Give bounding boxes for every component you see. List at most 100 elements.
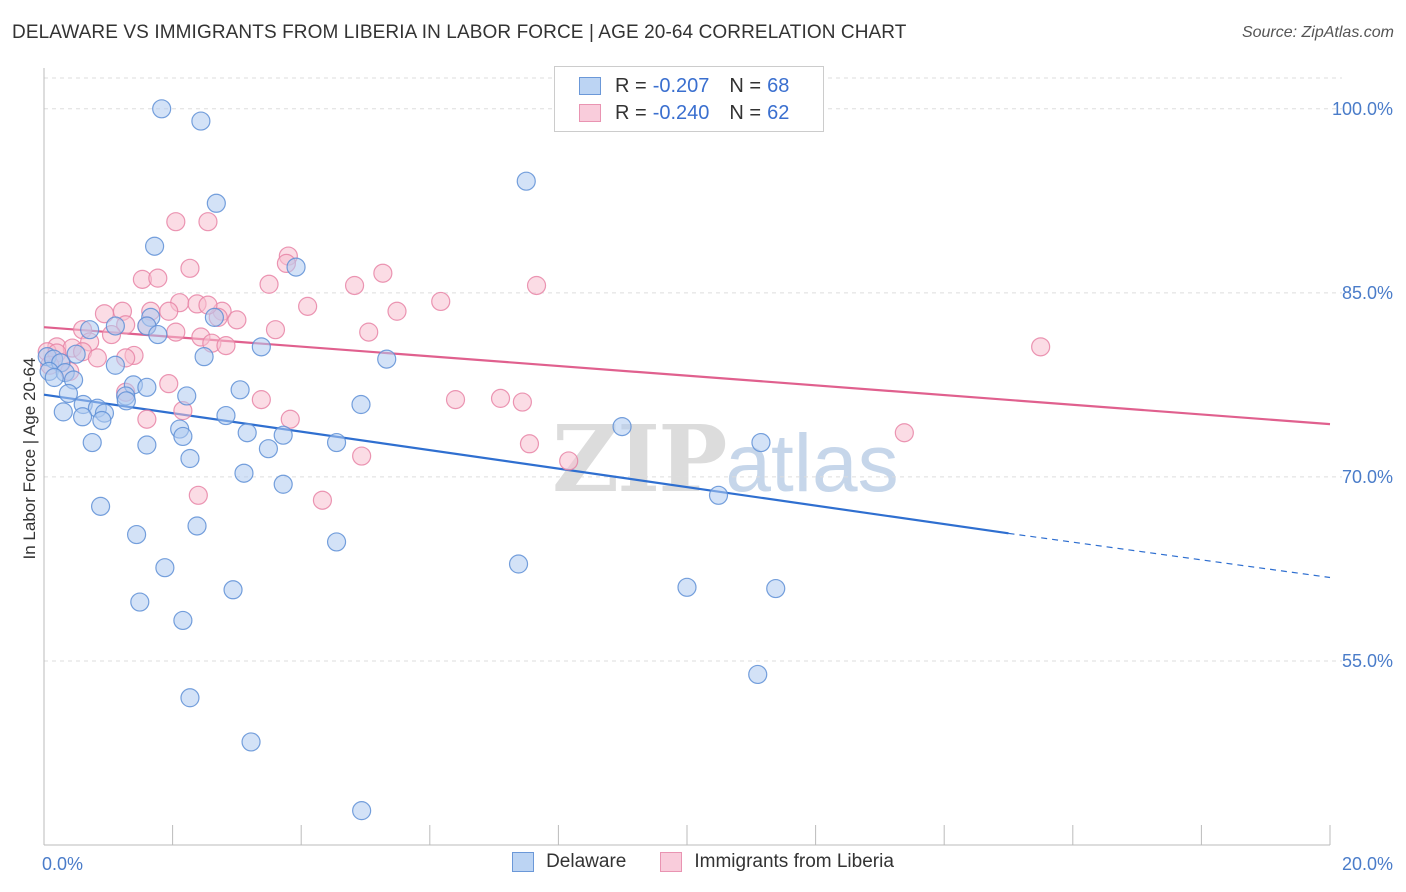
liberia-point-50 <box>490 388 511 408</box>
liberia-point-51 <box>512 392 532 412</box>
delaware-point-10 <box>80 320 100 340</box>
liberia-point-21 <box>227 310 247 330</box>
delaware-point-17 <box>377 349 397 369</box>
delaware-point-60 <box>223 580 243 600</box>
liberia-point-59 <box>188 485 208 505</box>
legend-liberia-swatch <box>660 852 683 872</box>
delaware-point-16 <box>194 347 214 367</box>
delaware-point-49 <box>180 448 200 469</box>
tick-labels: 55.0% 70.0% 85.0% 100.0% 0.0% 20.0% In Labor F… <box>20 99 1393 874</box>
delaware-point-34 <box>53 402 73 422</box>
axes <box>43 68 1331 846</box>
delaware-point-44 <box>82 432 102 453</box>
liberia-swatch <box>579 104 601 122</box>
delaware-point-13 <box>66 344 86 364</box>
delaware-point-39 <box>612 416 632 437</box>
delaware-point-65 <box>180 688 200 708</box>
delaware-point-32 <box>351 394 371 415</box>
liberia-point-57 <box>352 446 372 466</box>
liberia-n-label: N = <box>729 101 762 124</box>
delaware-point-62 <box>130 592 150 612</box>
liberia-trend-line <box>43 326 1331 426</box>
liberia-point-13 <box>431 291 451 312</box>
delaware-point-5 <box>286 257 306 277</box>
legend-item-delaware: Delaware <box>512 851 626 873</box>
legend-item-liberia: Immigrants from Liberia <box>660 851 894 873</box>
grid-lines <box>44 77 1342 662</box>
y-tick-label-85: 85.0% <box>1342 283 1393 303</box>
liberia-point-56 <box>519 434 540 454</box>
liberia-point-35 <box>216 336 236 356</box>
delaware-point-7 <box>204 307 224 327</box>
delaware-point-47 <box>751 432 771 453</box>
chart-title: DELAWARE VS IMMIGRANTS FROM LIBERIA IN L… <box>12 22 907 43</box>
delaware-point-58 <box>155 558 175 578</box>
delaware-point-53 <box>90 496 111 516</box>
liberia-point-55 <box>894 423 914 443</box>
liberia-point-49 <box>445 390 466 410</box>
delaware-point-3 <box>206 193 226 213</box>
liberia-point-36 <box>1031 337 1051 357</box>
liberia-point-14 <box>298 296 318 316</box>
x-tick-label-max: 20.0% <box>1342 854 1393 874</box>
delaware-point-38 <box>92 410 112 431</box>
delaware-point-48 <box>258 439 279 459</box>
delaware-point-0 <box>152 99 172 119</box>
liberia-n-value: 62 <box>767 101 790 124</box>
delaware-point-56 <box>326 532 347 552</box>
delaware-point-45 <box>137 435 157 455</box>
series-legend: Delaware Immigrants from Liberia <box>0 851 1406 873</box>
source-label: Source: ZipAtlas.com <box>1241 24 1394 41</box>
liberia-point-53 <box>280 409 300 429</box>
delaware-point-51 <box>273 474 293 494</box>
delaware-point-63 <box>173 610 193 631</box>
delaware-point-67 <box>352 801 372 821</box>
stats-legend: R = -0.207 N = 68 R = -0.240 N = 62 <box>554 66 824 132</box>
delaware-point-61 <box>766 578 786 599</box>
liberia-point-0 <box>166 212 186 232</box>
liberia-point-29 <box>359 322 379 342</box>
delaware-point-50 <box>234 463 254 483</box>
legend-delaware-swatch <box>512 852 535 872</box>
delaware-r-value: -0.207 <box>652 74 710 97</box>
delaware-point-29 <box>177 386 197 406</box>
delaware-n-label: N = <box>729 74 762 97</box>
delaware-trend-extension <box>1008 532 1331 579</box>
delaware-point-11 <box>148 324 168 345</box>
liberia-point-1 <box>198 212 218 232</box>
delaware-point-52 <box>708 485 729 505</box>
trend-lines <box>43 326 1331 579</box>
delaware-point-36 <box>216 405 236 426</box>
delaware-point-37 <box>72 407 93 427</box>
delaware-point-26 <box>230 380 250 400</box>
liberia-point-60 <box>312 490 333 510</box>
liberia-r-value: -0.240 <box>652 101 710 124</box>
delaware-point-66 <box>241 732 261 752</box>
liberia-point-54 <box>137 409 157 429</box>
delaware-point-19 <box>105 355 125 375</box>
liberia-r-label: R = <box>615 101 647 124</box>
y-axis-title: In Labor Force | Age 20-64 <box>20 358 39 560</box>
delaware-point-41 <box>237 423 257 443</box>
data-points <box>37 99 1051 821</box>
legend-delaware-label: Delaware <box>546 851 627 872</box>
delaware-point-4 <box>144 236 165 256</box>
delaware-point-64 <box>748 664 768 685</box>
watermark-zip: ZIP <box>552 405 727 513</box>
legend-row-liberia: R = -0.240 N = 62 <box>579 100 789 126</box>
delaware-point-30 <box>116 391 136 411</box>
liberia-point-4 <box>180 258 200 278</box>
liberia-point-9 <box>344 275 365 296</box>
delaware-point-42 <box>273 425 293 445</box>
delaware-point-2 <box>516 171 536 191</box>
delaware-n-value: 68 <box>767 74 790 97</box>
liberia-point-58 <box>559 451 579 471</box>
y-tick-label-100: 100.0% <box>1332 99 1393 119</box>
liberia-point-41 <box>87 348 107 368</box>
delaware-point-27 <box>58 383 79 404</box>
y-tick-label-55: 55.0% <box>1342 651 1393 671</box>
legend-row-delaware: R = -0.207 N = 68 <box>579 73 789 99</box>
x-tick-label-min: 0.0% <box>42 854 83 874</box>
liberia-point-5 <box>373 263 393 283</box>
